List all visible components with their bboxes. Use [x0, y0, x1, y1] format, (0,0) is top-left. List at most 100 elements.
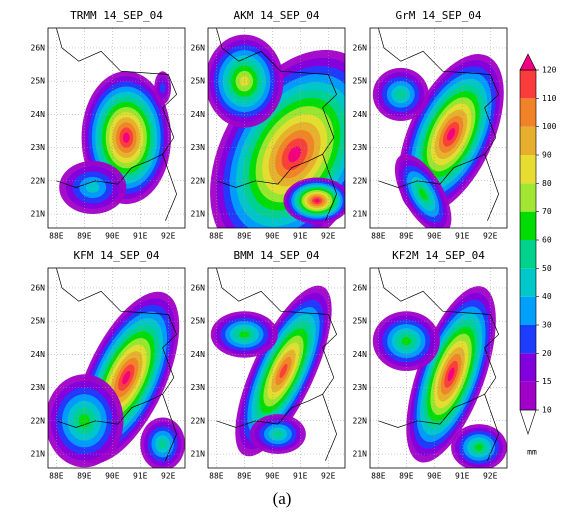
- rain-contour: [401, 336, 412, 346]
- y-tick-label: 22N: [31, 416, 46, 425]
- panel-frame: [369, 267, 508, 469]
- panel-frame: [207, 27, 346, 229]
- colorbar-unit: mm: [527, 448, 537, 457]
- colorbar-bin: [520, 325, 536, 354]
- rain-contour: [314, 198, 320, 203]
- rain-contour: [279, 363, 288, 379]
- y-tick-label: 24N: [191, 350, 206, 359]
- x-tick-label: 89E: [77, 472, 92, 481]
- colorbar-label: 40: [542, 292, 552, 301]
- x-tick-label: 90E: [427, 472, 442, 481]
- rain-field: [208, 28, 345, 228]
- rain-field: [56, 28, 178, 221]
- y-tick-label: 24N: [353, 350, 368, 359]
- map-panel: KFM 14_SEP_04 88E 89E 90E 91E 92E 21N 22N 23N 24N…: [31, 249, 186, 481]
- rain-field: [372, 268, 507, 468]
- coastline: [56, 28, 178, 221]
- rain-contour: [273, 430, 283, 438]
- colorbar: 10 15 20 30 40 50 60 70 80 90 100 110 120 mm: [519, 53, 557, 457]
- y-tick-label: 26N: [191, 43, 206, 52]
- y-tick-label: 23N: [31, 383, 46, 392]
- x-tick-label: 88E: [49, 232, 64, 241]
- colorbar-bin: [520, 98, 536, 127]
- y-tick-label: 24N: [353, 110, 368, 119]
- x-tick-label: 91E: [133, 472, 148, 481]
- colorbar-label: 90: [542, 151, 552, 160]
- y-tick-label: 26N: [31, 43, 46, 52]
- y-tick-label: 26N: [191, 283, 206, 292]
- y-tick-label: 26N: [31, 283, 46, 292]
- x-tick-label: 90E: [265, 472, 280, 481]
- x-tick-label: 92E: [483, 472, 498, 481]
- rain-contour: [447, 367, 455, 382]
- x-tick-label: 88E: [209, 472, 224, 481]
- rain-contour: [447, 128, 456, 141]
- y-tick-label: 22N: [191, 176, 206, 185]
- x-tick-label: 91E: [293, 472, 308, 481]
- y-tick-label: 23N: [191, 383, 206, 392]
- panel-title: AKM 14_SEP_04: [233, 9, 319, 22]
- colorbar-bin: [520, 183, 536, 212]
- y-tick-label: 23N: [353, 143, 368, 152]
- coastline: [378, 268, 500, 461]
- x-tick-label: 89E: [399, 472, 414, 481]
- colorbar-bin: [520, 240, 536, 269]
- y-tick-label: 25N: [31, 317, 46, 326]
- x-tick-label: 90E: [265, 232, 280, 241]
- coastline: [378, 153, 485, 188]
- panel-title: KF2M 14_SEP_04: [392, 249, 485, 262]
- y-tick-label: 25N: [353, 317, 368, 326]
- rain-contour: [158, 439, 167, 449]
- y-tick-label: 26N: [353, 43, 368, 52]
- y-tick-label: 25N: [191, 317, 206, 326]
- x-tick-label: 92E: [321, 232, 336, 241]
- x-tick-label: 91E: [293, 232, 308, 241]
- colorbar-label: 30: [542, 321, 552, 330]
- map-panel: BMM 14_SEP_04 88E 89E 90E 91E 92E 21N 22N 23N 24N…: [191, 249, 346, 481]
- y-tick-label: 24N: [31, 110, 46, 119]
- coastline: [378, 28, 500, 221]
- y-tick-label: 25N: [191, 77, 206, 86]
- y-tick-label: 22N: [191, 416, 206, 425]
- rain-field: [372, 28, 504, 228]
- rain-contour: [159, 82, 166, 94]
- coastline: [56, 153, 163, 188]
- y-tick-label: 21N: [31, 450, 46, 459]
- y-tick-label: 21N: [353, 450, 368, 459]
- map-panel: GrM 14_SEP_04 88E 89E 90E 91E 92E 21N 22N 23N 24N…: [353, 9, 508, 241]
- y-tick-label: 25N: [31, 77, 46, 86]
- colorbar-below: [519, 409, 537, 435]
- x-tick-label: 91E: [133, 232, 148, 241]
- colorbar-label: 60: [542, 236, 552, 245]
- colorbar-label: 80: [542, 179, 552, 188]
- panel-title: GrM 14_SEP_04: [395, 9, 481, 22]
- colorbar-bin: [520, 70, 536, 99]
- colorbar-label: 50: [542, 264, 552, 273]
- coastline: [216, 268, 338, 461]
- x-tick-label: 88E: [209, 232, 224, 241]
- x-tick-label: 92E: [321, 472, 336, 481]
- colorbar-label: 110: [542, 94, 557, 103]
- y-tick-label: 21N: [353, 210, 368, 219]
- rain-contour: [288, 146, 302, 163]
- y-tick-label: 22N: [353, 176, 368, 185]
- rain-contour: [396, 90, 406, 99]
- colorbar-label: 100: [542, 122, 557, 131]
- colorbar-bin: [520, 126, 536, 155]
- y-tick-label: 23N: [191, 143, 206, 152]
- rain-contour: [475, 444, 484, 451]
- y-tick-label: 21N: [191, 210, 206, 219]
- coastline: [56, 268, 178, 461]
- rain-contour: [122, 132, 130, 143]
- coastline: [216, 153, 323, 188]
- rain-field: [48, 268, 185, 468]
- colorbar-label: 15: [542, 377, 552, 386]
- panel-title: BMM 14_SEP_04: [233, 249, 319, 262]
- colorbar-label: 10: [542, 406, 552, 415]
- x-tick-label: 91E: [455, 472, 470, 481]
- y-tick-label: 21N: [191, 450, 206, 459]
- x-tick-label: 90E: [105, 472, 120, 481]
- rain-field: [210, 268, 338, 461]
- y-tick-label: 22N: [31, 176, 46, 185]
- x-tick-label: 92E: [161, 472, 176, 481]
